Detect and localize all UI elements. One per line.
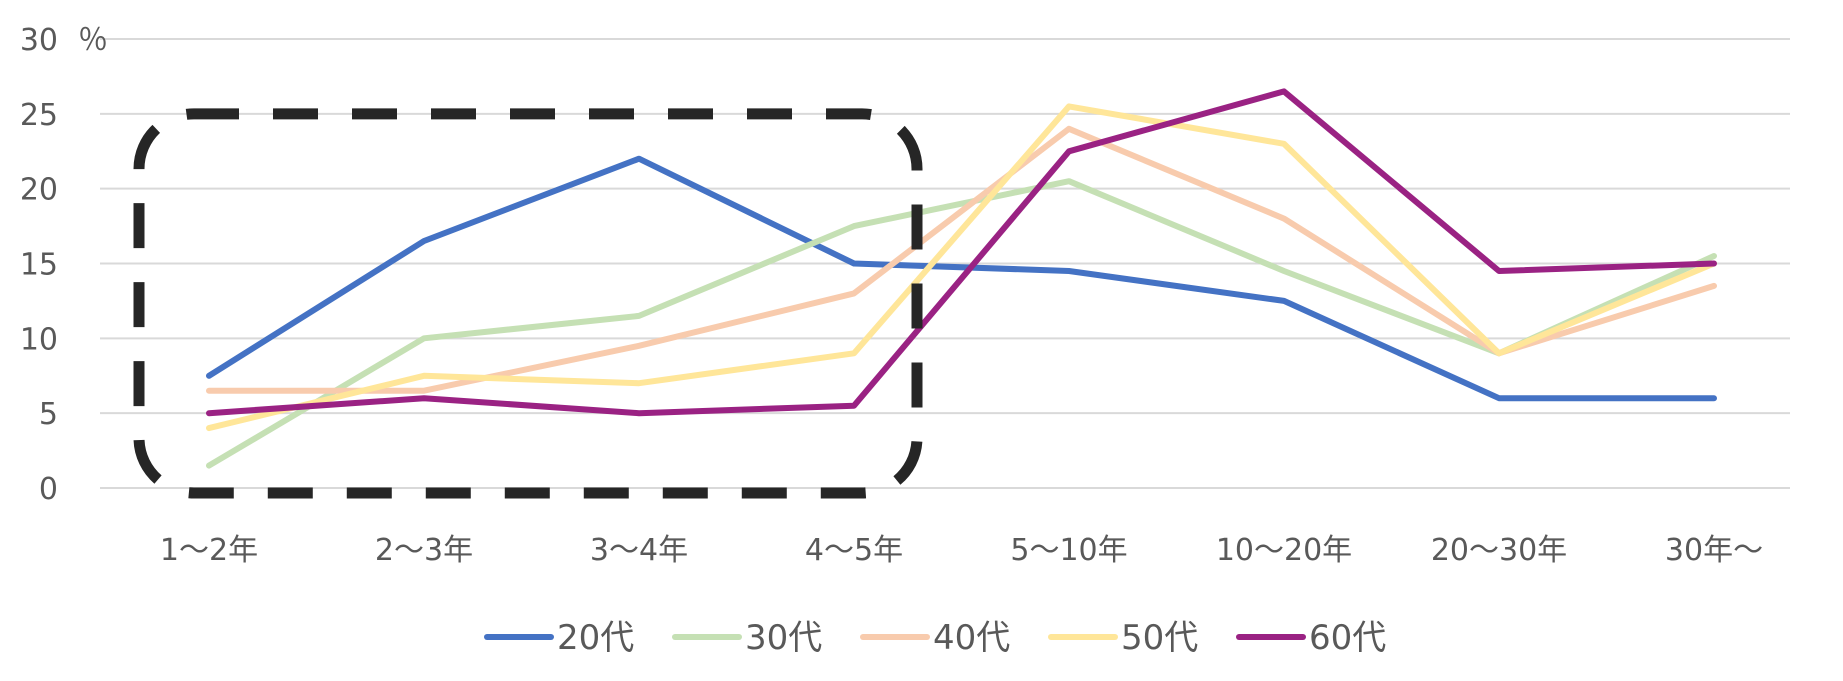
x-tick-label: 20〜30年 <box>1431 533 1567 568</box>
highlight-annotation <box>133 108 923 499</box>
legend-item: 20代 <box>484 618 634 658</box>
y-tick-label: 25 <box>20 98 58 133</box>
x-tick-label: 4〜5年 <box>805 533 903 568</box>
series-line-5 <box>206 88 1717 417</box>
dashed-highlight-box <box>133 108 923 499</box>
legend-item: 40代 <box>860 618 1010 658</box>
legend-label: 30代 <box>745 618 822 658</box>
y-tick-label: 0 <box>39 472 58 507</box>
legend-label: 50代 <box>1121 618 1198 658</box>
x-tick-label: 5〜10年 <box>1010 533 1127 568</box>
gridlines <box>100 38 1790 489</box>
legend-label: 20代 <box>557 618 634 658</box>
y-tick-label: 30 <box>20 23 58 58</box>
legend-item: 30代 <box>672 618 822 658</box>
y-axis-unit-label: ％ <box>78 23 108 58</box>
x-tick-label: 1〜2年 <box>160 533 258 568</box>
series-line-3 <box>206 125 1717 394</box>
y-tick-label: 20 <box>20 173 58 208</box>
y-axis-tick-labels: 0 5 10 15 20 25 30 <box>20 23 58 507</box>
series-line-1 <box>206 155 1717 402</box>
x-tick-label: 3〜4年 <box>590 533 688 568</box>
series-line-4 <box>206 103 1717 432</box>
legend: 20代 30代 40代 50代 60代 <box>484 618 1386 658</box>
series-line-2 <box>206 178 1717 469</box>
x-tick-label: 10〜20年 <box>1216 533 1352 568</box>
x-tick-label: 30年〜 <box>1665 533 1763 568</box>
legend-label: 40代 <box>933 618 1010 658</box>
legend-item: 60代 <box>1236 618 1386 658</box>
x-tick-label: 2〜3年 <box>375 533 473 568</box>
legend-item: 50代 <box>1048 618 1198 658</box>
legend-label: 60代 <box>1309 618 1386 658</box>
y-tick-label: 10 <box>20 322 58 357</box>
series-lines <box>206 88 1717 469</box>
x-axis-tick-labels: 1〜2年 2〜3年 3〜4年 4〜5年 5〜10年 10〜20年 20〜30年 30年〜 <box>160 533 1763 568</box>
y-tick-label: 15 <box>20 248 58 283</box>
y-tick-label: 5 <box>39 397 58 432</box>
